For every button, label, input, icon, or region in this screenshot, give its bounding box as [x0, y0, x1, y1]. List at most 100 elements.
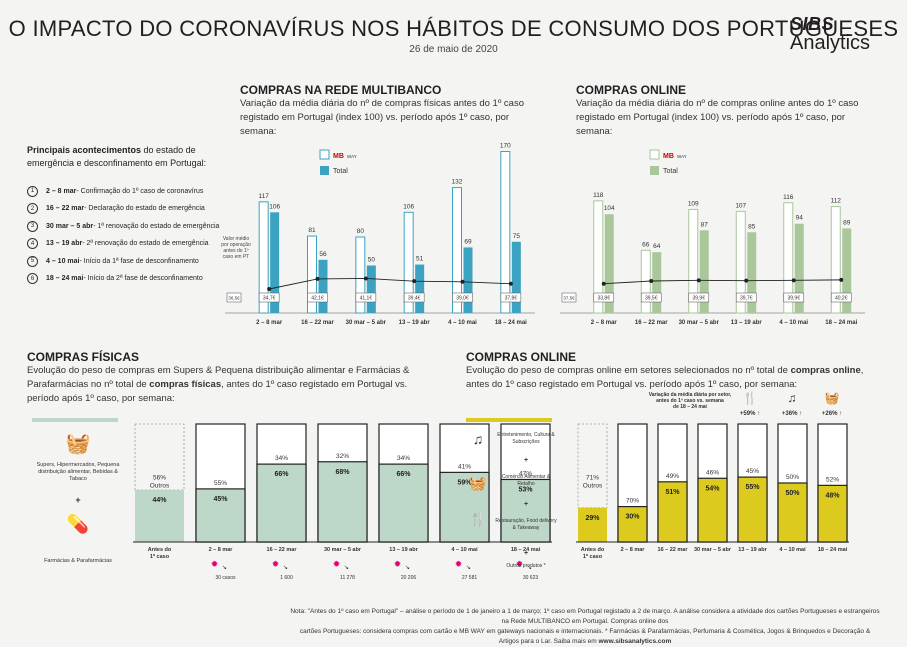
sector-icon-2: 🧺	[825, 391, 840, 405]
footnote: Nota: "Antes do 1º caso em Portugal" – a…	[290, 607, 880, 647]
value-box-label: 39,7€	[740, 296, 753, 302]
event-item: 5 4 – 10 mai - Início da 1ª fase de desco…	[27, 255, 227, 267]
avg-point	[791, 278, 796, 283]
arrow-icon: ↘	[344, 565, 349, 571]
value-box-label: 39,9€	[692, 296, 705, 302]
virus-icon: ✹	[272, 559, 280, 569]
sector-change: +26% ↑	[822, 411, 842, 417]
online-share-subtitle-c: , antes do 1º caso registado em Portugal…	[466, 365, 864, 390]
avg-annotation: Valor médio por operação antes do 1º caso e…	[221, 236, 251, 260]
legend-mbway-label2: WAY	[347, 154, 357, 159]
bar-mbway	[593, 200, 604, 314]
tick-label: 30 mar – 5 abr	[694, 547, 732, 553]
bar-share	[777, 482, 808, 543]
bar-share	[256, 463, 307, 543]
value-box-label: 37,8€	[505, 296, 518, 302]
event-text: - Declaração do estado de emergência	[84, 205, 205, 212]
value-box	[688, 292, 710, 303]
rest-label: 32%	[336, 453, 349, 460]
rest-label: 71%	[586, 474, 599, 481]
rest-label: 55%	[214, 480, 227, 487]
event-date: 30 mar – 5 abr	[46, 222, 94, 230]
pill-icon: 💊	[67, 513, 89, 535]
report-date: 26 de maio de 2020	[409, 44, 498, 55]
tick-label: 30 mar – 5 abr	[324, 547, 362, 553]
sector-icon-0: 🍴	[743, 391, 758, 405]
online-share-subtitle-b: compras online	[790, 365, 861, 376]
sector-icon-1: ♫	[788, 391, 797, 405]
share-label: 68%	[335, 469, 350, 476]
legend-sector-2: Restauração, Food delivery & Takeaway	[495, 518, 557, 531]
tick-label: 18 – 24 mai	[495, 320, 527, 326]
others-label: Outros	[583, 482, 603, 489]
bar-total	[699, 230, 709, 313]
legend-total-label: Total	[333, 168, 348, 175]
legend-plus: +	[75, 495, 80, 505]
bar-label-mbway: 170	[500, 143, 511, 150]
legend-total-label: Total	[663, 168, 678, 175]
bar-total	[415, 264, 425, 313]
event-number: 2	[27, 203, 38, 214]
avg-point	[649, 279, 654, 283]
bar-total	[270, 212, 280, 313]
tick-label: 13 – 19 abr	[399, 320, 431, 326]
tick-label: 4 – 10 mai	[448, 320, 477, 326]
value-box-label: 42,1€	[311, 296, 324, 302]
value-box	[783, 292, 805, 303]
avg-point	[508, 281, 513, 286]
footnote-link[interactable]: www.sibsanalytics.com	[598, 638, 672, 645]
arrow-icon: ↘	[222, 565, 227, 571]
physical-subtitle-c: , antes do 1º caso registado em Portugal…	[27, 379, 408, 404]
event-text: - Início da 2ª fase de desconfinamento	[83, 275, 203, 282]
tick-label: 16 – 22 mar	[658, 547, 689, 553]
legend-total-swatch	[650, 166, 659, 175]
bar-mbway	[830, 206, 841, 314]
sector-change: +59% ↑	[740, 411, 760, 417]
bar-label-mbway: 107	[735, 202, 746, 209]
bar-label-total: 106	[269, 203, 280, 210]
avg-point	[744, 278, 749, 283]
avg-point	[363, 276, 368, 281]
legend-mbway-label2: WAY	[677, 154, 687, 159]
legend-mbway-label: MB	[333, 153, 344, 160]
rest-label: 52%	[826, 476, 839, 483]
event-item: 1 2 – 8 mar - Confirmação do 1º caso de c…	[27, 185, 227, 197]
bar-mbway	[355, 236, 366, 314]
value-box	[830, 292, 852, 303]
bar-total	[652, 252, 662, 313]
value-box-label: 39,4€	[408, 296, 421, 302]
bar-share	[737, 476, 768, 543]
tick-label: 13 – 19 abr	[731, 320, 763, 326]
virus-icon: ✹	[516, 559, 524, 569]
avg-line	[603, 279, 842, 285]
online-share-title: COMPRAS ONLINE	[466, 350, 577, 364]
avg-point	[412, 279, 417, 284]
bar-share	[697, 477, 728, 543]
cases-label: 30 623	[523, 575, 539, 581]
tick-label: 18 – 24 mai	[818, 547, 848, 553]
virus-icon: ✹	[333, 559, 341, 569]
bar-share	[817, 484, 848, 543]
sector-change: +36% ↑	[782, 411, 802, 417]
basket-icon: 🧺	[66, 433, 91, 455]
footnote-line2: cartões Portugueses: considera compras c…	[299, 628, 871, 645]
online-share-subtitle: Evolução do peso de compras online em se…	[466, 364, 876, 392]
rest-label: 45%	[746, 468, 759, 475]
legend-sector-3: Outros produtos *	[506, 563, 545, 569]
bar-total	[318, 259, 328, 313]
bar-label-total: 104	[604, 205, 615, 212]
value-box-label: 39,0€	[456, 296, 469, 302]
bar-before-rest	[134, 423, 185, 491]
bar-label-total: 89	[843, 219, 851, 226]
legend-total-swatch	[320, 166, 329, 175]
rest-label: 49%	[666, 473, 679, 480]
page-title: O IMPACTO DO CORONAVÍRUS NOS HÁBITOS DE …	[8, 16, 899, 41]
tick-label: 2 – 8 mar	[209, 547, 234, 553]
footnote-line1: Nota: "Antes do 1º caso em Portugal" – a…	[290, 608, 880, 625]
bar-mbway	[403, 211, 414, 314]
avg-point	[839, 277, 844, 282]
value-box-label: 40,2€	[835, 296, 848, 302]
online-title: COMPRAS ONLINE	[576, 83, 687, 97]
avg-point	[267, 287, 272, 291]
music-icon: ♫	[473, 431, 484, 447]
